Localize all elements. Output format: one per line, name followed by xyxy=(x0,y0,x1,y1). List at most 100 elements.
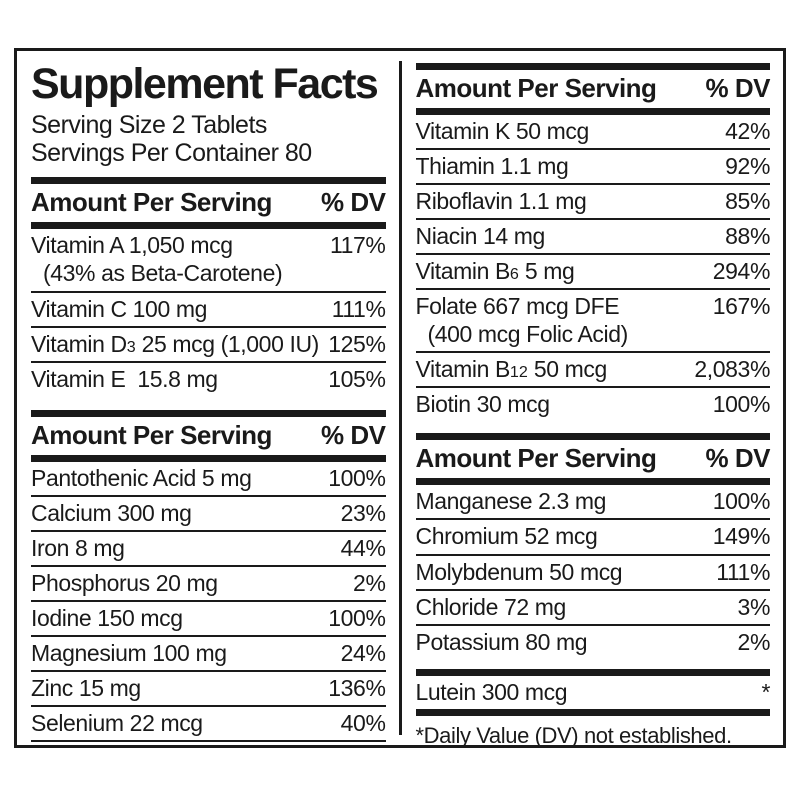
no-daily-value-section: Lutein 300 mcg * xyxy=(415,668,771,716)
nutrient-row: Iron 8 mg 44% xyxy=(31,529,386,565)
nutrient-name: Pantothenic Acid 5 mg xyxy=(31,464,252,491)
nutrient-dv: 149% xyxy=(712,523,771,550)
serving-size: Serving Size 2 Tablets xyxy=(31,111,267,140)
amount-per-serving-label: Amount Per Serving xyxy=(415,73,657,103)
nutrient-dv: 105% xyxy=(328,365,386,392)
nutrient-row: Zinc 15 mg 136% xyxy=(31,669,386,705)
nutrient-row: Lutein 300 mcg * xyxy=(416,676,771,709)
right-column: Amount Per Serving % DV Vitamin K 50 mcg… xyxy=(415,59,771,745)
nutrient-name: Iron 8 mg xyxy=(31,534,125,561)
nutrient-rows: Manganese 2.3 mg 100% Chromium 52 mcg 149%… xyxy=(415,485,771,659)
nutrient-row: Potassium 80 mg 2% xyxy=(415,623,770,659)
nutrient-dv: 85% xyxy=(725,188,770,215)
nutrient-dv: 136% xyxy=(328,674,386,701)
nutrient-row: Calcium 300 mg 23% xyxy=(31,494,386,530)
nutrient-rows: Vitamin K 50 mcg 42% Thiamin 1.1 mg 92% Ri… xyxy=(415,115,771,421)
nutrient-dv: 23% xyxy=(340,499,386,526)
section-header: Amount Per Serving % DV xyxy=(31,177,386,230)
nutrient-row: Iodine 150 mcg 100% xyxy=(31,599,386,635)
nutrient-row: Chloride 72 mg 3% xyxy=(415,588,771,624)
nutrient-dv: 100% xyxy=(328,604,386,631)
left-column: Supplement Facts Serving Size 2 Tablets … xyxy=(31,59,386,743)
nutrient-row: Pantothenic Acid 5 mg 100% xyxy=(31,462,386,495)
nutrient-dv: 44% xyxy=(340,534,386,561)
nutrient-row: Riboflavin 1.1 mg 85% xyxy=(415,183,770,218)
supplement-facts-label: Supplement Facts Serving Size 2 Tablets … xyxy=(14,48,786,748)
label-title: Supplement Facts xyxy=(31,60,379,108)
nutrient-row: Selenium 22 mcg 40% xyxy=(31,705,386,740)
right-section-1: Amount Per Serving % DV Vitamin K 50 mcg… xyxy=(415,63,771,421)
nutrient-row: Thiamin 1.1 mg 92% xyxy=(415,148,770,183)
nutrient-dv: 100% xyxy=(328,464,386,491)
nutrient-rows: Pantothenic Acid 5 mg 100% Calcium 300 mg… xyxy=(31,462,386,745)
nutrient-dv: 40% xyxy=(340,710,386,736)
amount-per-serving-label: Amount Per Serving xyxy=(31,187,272,218)
left-section-2: Amount Per Serving % DV Pantothenic Acid… xyxy=(31,409,386,745)
nutrient-name: Riboflavin 1.1 mg xyxy=(415,188,587,215)
nutrient-dv: 24% xyxy=(340,639,386,666)
nutrient-name: Vitamin B12 50 mcg xyxy=(415,356,608,383)
left-section-1: Amount Per Serving % DV Vitamin A 1,050 … xyxy=(31,177,386,395)
nutrient-rows: Vitamin A 1,050 mcg 117% (43% as Beta-Car… xyxy=(31,229,386,395)
nutrient-name: Selenium 22 mcg xyxy=(31,710,203,736)
nutrient-row: Vitamin E 15.8 mg 105% xyxy=(31,360,386,396)
nutrient-row: Molybdenum 50 mcg 111% xyxy=(415,553,770,589)
nutrient-row: Copper 0.5 mg 56% xyxy=(31,740,386,745)
nutrient-name: Lutein 300 mcg xyxy=(415,678,568,705)
nutrient-name: Iodine 150 mcg xyxy=(31,604,183,631)
nutrient-name: Vitamin A 1,050 mcg xyxy=(31,232,233,259)
nutrient-name: Niacin 14 mg xyxy=(415,223,546,250)
nutrient-name: Chloride 72 mg xyxy=(415,593,567,620)
section-header: Amount Per Serving % DV xyxy=(31,409,386,462)
nutrient-row: Niacin 14 mg 88% xyxy=(415,218,770,253)
nutrient-row: Vitamin D3 25 mcg (1,000 IU) 125% xyxy=(31,325,386,361)
amount-per-serving-label: Amount Per Serving xyxy=(31,419,272,450)
percent-dv-label: % DV xyxy=(321,419,386,450)
nutrient-name: Vitamin D3 25 mcg (1,000 IU) xyxy=(31,330,319,357)
nutrient-dv: 2% xyxy=(353,569,386,596)
percent-dv-label: % DV xyxy=(705,443,771,474)
nutrient-name: Potassium 80 mg xyxy=(415,628,588,655)
nutrient-dv: 2,083% xyxy=(694,356,770,383)
nutrient-row: Biotin 30 mcg 100% xyxy=(415,386,771,421)
nutrient-dv: 167% xyxy=(712,293,771,320)
nutrient-name: Vitamin B6 5 mg xyxy=(415,258,575,285)
section-header: Amount Per Serving % DV xyxy=(415,63,771,115)
nutrient-dv: 92% xyxy=(725,153,770,180)
nutrient-dv: 294% xyxy=(712,258,771,285)
right-section-2: Amount Per Serving % DV Manganese 2.3 mg… xyxy=(415,433,771,659)
nutrient-dv: 125% xyxy=(328,330,386,357)
nutrient-name: Vitamin K 50 mcg xyxy=(415,118,590,144)
nutrient-dv: 111% xyxy=(716,558,770,585)
nutrient-row: Chromium 52 mcg 149% xyxy=(415,518,771,553)
nutrient-name: Molybdenum 50 mcg xyxy=(415,558,623,585)
nutrient-row: Vitamin K 50 mcg 42% xyxy=(416,115,771,148)
nutrient-name: Manganese 2.3 mg xyxy=(415,488,607,515)
serving-info: Serving Size 2 Tablets Servings Per Cont… xyxy=(31,111,386,167)
nutrient-name: Zinc 15 mg xyxy=(31,674,141,701)
nutrient-row: Folate 667 mcg DFE 167% (400 mcg Folic Ac… xyxy=(415,288,771,351)
nutrient-row: Vitamin B6 5 mg 294% xyxy=(415,253,771,288)
nutrient-row: Magnesium 100 mg 24% xyxy=(31,634,386,670)
nutrient-dv: 42% xyxy=(725,118,770,144)
servings-per-container: Servings Per Container 80 xyxy=(31,139,312,168)
nutrient-dv: 3% xyxy=(737,593,771,620)
nutrient-name: Biotin 30 mcg xyxy=(415,391,551,418)
nutrient-dv: 111% xyxy=(331,295,386,322)
nutrient-name: Phosphorus 20 mg xyxy=(31,569,218,596)
nutrient-row: Vitamin C 100 mg 111% xyxy=(31,290,386,326)
nutrient-dv: 88% xyxy=(725,223,770,250)
nutrient-dv: 117% xyxy=(329,232,386,259)
nutrient-row: Manganese 2.3 mg 100% xyxy=(416,485,771,518)
nutrient-name: Thiamin 1.1 mg xyxy=(415,153,569,180)
nutrient-name: Chromium 52 mcg xyxy=(415,523,598,550)
nutrient-name: Calcium 300 mg xyxy=(31,499,192,526)
nutrient-name: Folate 667 mcg DFE xyxy=(415,293,620,320)
nutrient-dv: 100% xyxy=(712,391,771,418)
nutrient-row: Vitamin A 1,050 mcg 117% (43% as Beta-Car… xyxy=(31,229,386,290)
daily-value-footnote: *Daily Value (DV) not established. xyxy=(415,722,733,748)
nutrient-dv: 100% xyxy=(712,488,771,515)
nutrient-name: Vitamin C 100 mg xyxy=(31,295,207,322)
amount-per-serving-label: Amount Per Serving xyxy=(415,443,657,474)
